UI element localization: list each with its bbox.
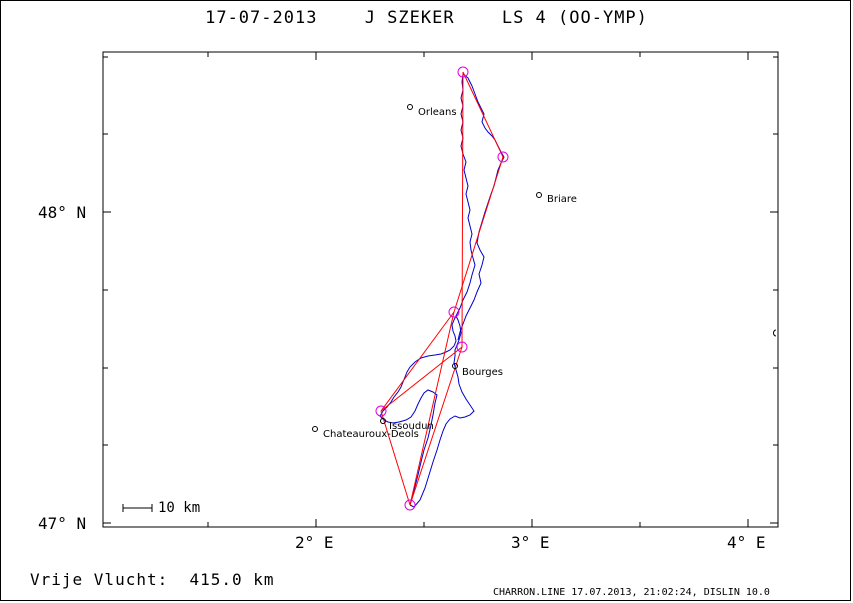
distance-label: Vrije Vlucht: (30, 570, 169, 589)
city-marker-chateauroux (312, 426, 318, 432)
axis-ticks (103, 52, 778, 527)
edge-marker (773, 329, 777, 337)
title-date: 17-07-2013 (205, 8, 318, 28)
turnpoint-marker (375, 405, 387, 417)
title-glider: LS 4 (OO-YMP) (501, 8, 648, 28)
x-label-2e: 2° E (295, 533, 334, 552)
scale-bar (122, 504, 153, 512)
distance-value: 415.0 km (189, 570, 275, 589)
city-label-bourges: Bourges (462, 367, 503, 378)
page-title: 17-07-2013 J SZEKER LS 4 (OO-YMP) (0, 8, 853, 28)
city-label-orleans: Orleans (418, 107, 457, 118)
x-label-4e: 4° E (727, 533, 766, 552)
turnpoint-marker (448, 306, 460, 318)
y-label-47n: 47° N (38, 514, 87, 533)
turnpoint-marker (497, 151, 509, 163)
title-pilot: J SZEKER (364, 8, 455, 28)
city-label-briare: Briare (547, 194, 577, 205)
map-border (102, 51, 779, 528)
turnpoint-marker (457, 66, 469, 78)
plot-info: CHARRON.LINE 17.07.2013, 21:02:24, DISLI… (493, 587, 770, 598)
city-marker-briare (536, 192, 542, 198)
task-legs (380, 71, 504, 506)
x-label-3e: 3° E (511, 533, 550, 552)
city-label-chateauroux: Chateauroux-Deols (323, 429, 419, 440)
scale-label: 10 km (158, 500, 201, 516)
turnpoint-marker (456, 341, 468, 353)
city-marker-issoudun (380, 418, 386, 424)
city-marker-orleans (407, 104, 413, 110)
flight-track (379, 314, 475, 508)
city-label-issoudun: Issoudun (389, 421, 434, 432)
flight-track-north (455, 73, 505, 341)
city-marker-bourges (452, 363, 458, 369)
free-flight-distance: Vrije Vlucht: 415.0 km (30, 570, 275, 589)
y-label-48n: 48° N (38, 203, 87, 222)
turnpoint-marker (404, 499, 416, 511)
